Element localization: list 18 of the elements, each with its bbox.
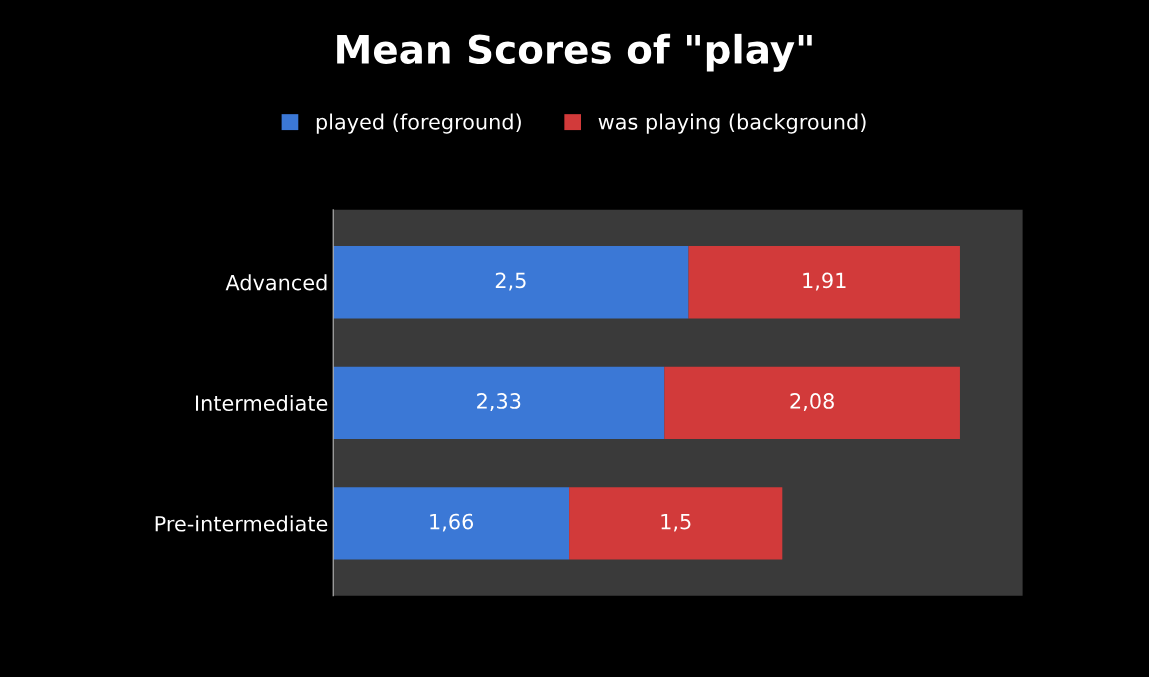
chart-title: Mean Scores of "play"	[337, 33, 812, 72]
bar	[664, 366, 960, 439]
y-tick-label: Intermediate	[195, 394, 328, 412]
bar	[688, 246, 960, 319]
bar	[333, 366, 665, 439]
data-label: 2,33	[477, 393, 521, 411]
y-tick-label: Pre-intermediate	[155, 515, 328, 532]
data-label: 1,5	[661, 513, 691, 532]
bar	[333, 246, 689, 319]
y-tick-label: Advanced	[225, 274, 327, 291]
data-label: 2,08	[790, 393, 834, 411]
bar	[333, 487, 570, 560]
legend-label: was playing (background)	[598, 113, 866, 134]
data-label: 2,5	[495, 272, 526, 291]
legend-label: played (foreground)	[316, 113, 521, 134]
data-label: 1,91	[803, 272, 846, 291]
bar	[569, 487, 783, 560]
data-label: 1,66	[430, 513, 474, 532]
